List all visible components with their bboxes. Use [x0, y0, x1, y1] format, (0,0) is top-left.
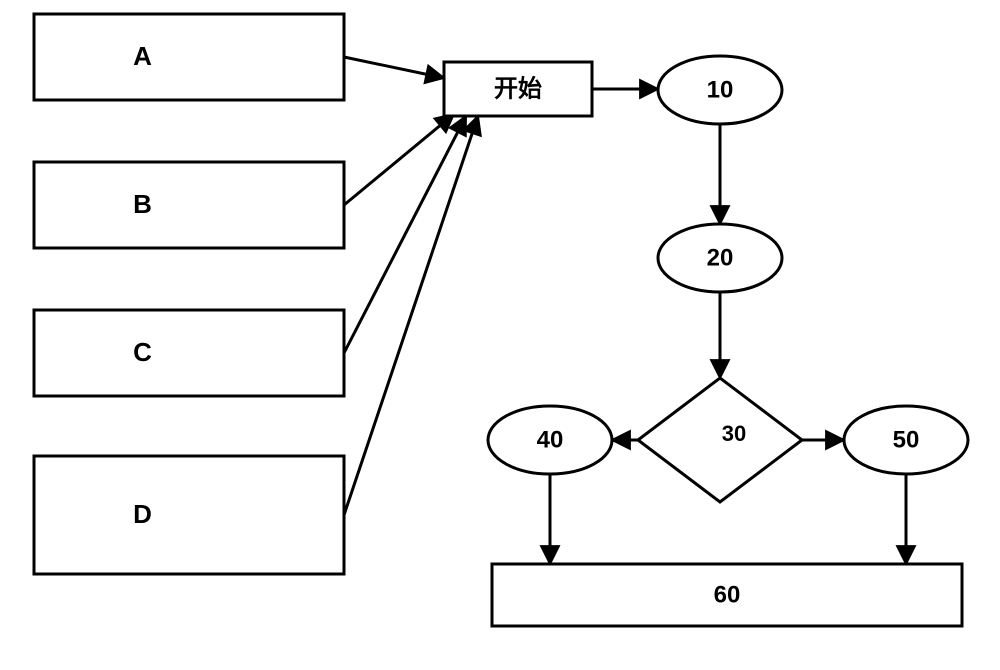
label-C: C [133, 337, 152, 367]
node-n30: 30 [638, 378, 802, 502]
label-n50: 50 [893, 426, 920, 453]
edge-C-start [344, 116, 466, 353]
label-start: 开始 [494, 75, 542, 102]
nodes-group: A B C D 开始 10 20 30 40 50 60 [34, 14, 968, 626]
shape-B [34, 162, 344, 248]
node-D: D [34, 456, 344, 574]
node-n40: 40 [488, 406, 612, 474]
node-n50: 50 [844, 406, 968, 474]
node-B: B [34, 162, 344, 248]
shape-D [34, 456, 344, 574]
label-n60: 60 [714, 581, 741, 608]
label-B: B [133, 189, 152, 219]
label-n30: 30 [722, 421, 746, 446]
shape-C [34, 310, 344, 396]
node-start: 开始 [444, 62, 592, 116]
edge-A-start [344, 57, 444, 78]
node-A: A [34, 14, 344, 100]
label-n20: 20 [707, 244, 734, 271]
edge-B-start [344, 114, 454, 205]
node-n10: 10 [658, 56, 782, 124]
label-n10: 10 [707, 76, 734, 103]
label-n40: 40 [537, 426, 564, 453]
edges-group [344, 57, 906, 564]
shape-A [34, 14, 344, 100]
label-D: D [133, 499, 152, 529]
node-n60: 60 [492, 564, 962, 626]
node-C: C [34, 310, 344, 396]
shape-n30 [638, 378, 802, 502]
label-A: A [133, 41, 152, 71]
node-n20: 20 [658, 224, 782, 292]
